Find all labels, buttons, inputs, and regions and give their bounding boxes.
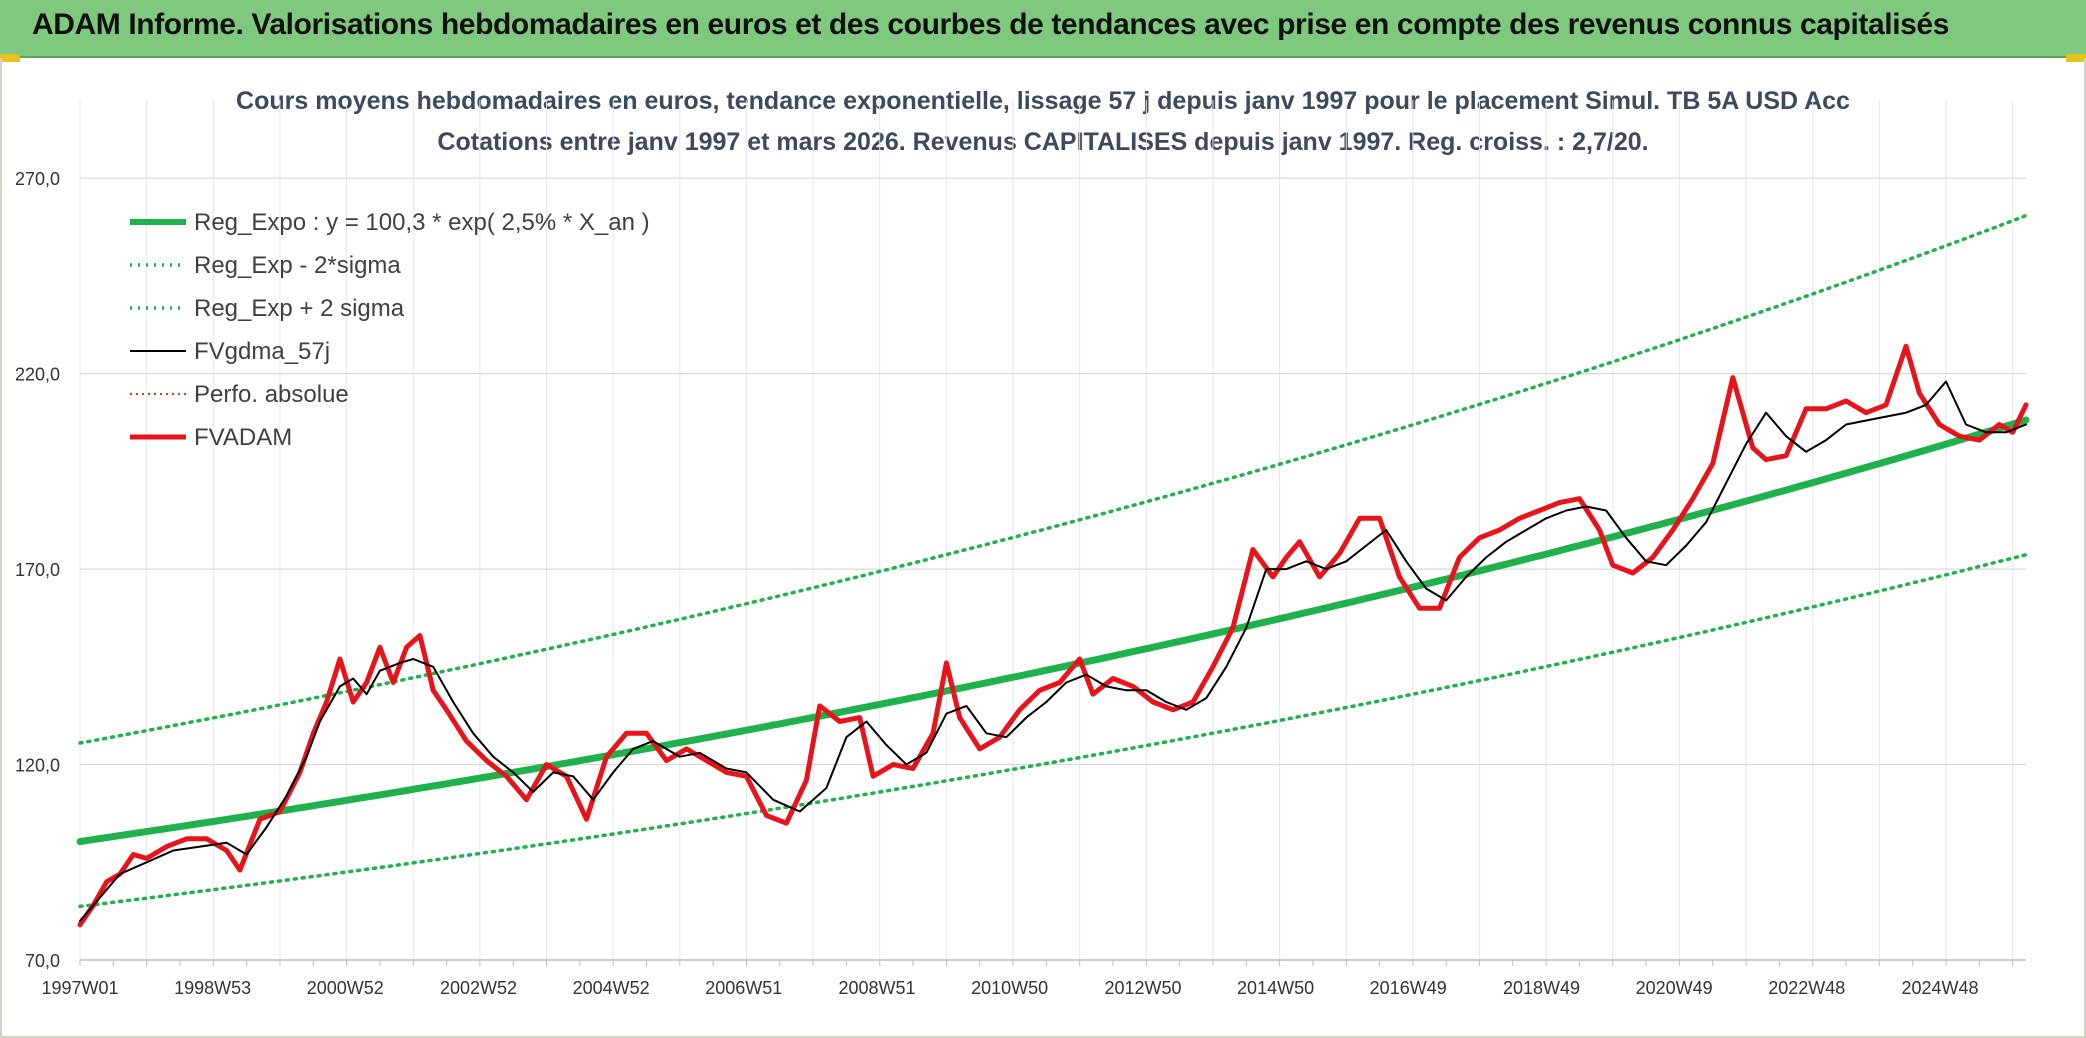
y-tick-label: 70,0 — [25, 951, 60, 971]
corner-marker-left — [0, 54, 20, 62]
x-tick-label: 2012W50 — [1104, 978, 1181, 998]
x-tick-label: 2020W49 — [1636, 978, 1713, 998]
x-tick-label: 2002W52 — [440, 978, 517, 998]
x-tick-label: 2024W48 — [1901, 978, 1978, 998]
x-tick-label: 2022W48 — [1768, 978, 1845, 998]
x-tick-label: 2014W50 — [1237, 978, 1314, 998]
x-tick-label: 2016W49 — [1370, 978, 1447, 998]
axes: 70,0 120,0 170,0 220,0 270,0 1997W01 1998W53 20… — [15, 169, 2026, 998]
series-line-1 — [78, 552, 2028, 909]
legend-label: Reg_Exp + 2 sigma — [194, 295, 405, 322]
series-line-5 — [77, 343, 2029, 928]
x-tick-label: 2008W51 — [839, 978, 916, 998]
legend: Reg_Expo : y = 100,3 * exp( 2,5% * X_an … — [130, 209, 650, 451]
chart-subtitle: Cotations entre janv 1997 et mars 2026. … — [437, 128, 1648, 156]
x-tick-label: 2006W51 — [705, 978, 782, 998]
y-tick-label: 120,0 — [15, 756, 60, 776]
y-tick-label: 170,0 — [15, 560, 60, 580]
report-title: ADAM Informe. Valorisations hebdomadaire… — [32, 8, 1949, 41]
report-banner: ADAM Informe. Valorisations hebdomadaire… — [0, 0, 2086, 58]
chart-frame — [0, 58, 2086, 1038]
x-tick-label: 2004W52 — [573, 978, 650, 998]
x-tick-label: 2010W50 — [971, 978, 1048, 998]
x-tick-label: 1998W53 — [174, 978, 251, 998]
legend-label: Perfo. absolue — [194, 381, 349, 408]
x-tick-label: 2000W52 — [307, 978, 384, 998]
y-tick-label: 270,0 — [15, 169, 60, 189]
series-line-0 — [76, 416, 2030, 846]
chart-title: Cours moyens hebdomadaires en euros, ten… — [236, 87, 1850, 115]
corner-marker-right — [2066, 54, 2086, 62]
legend-label: FVgdma_57j — [194, 338, 330, 365]
legend-label: Reg_Exp - 2*sigma — [194, 252, 401, 279]
series-line-2 — [78, 213, 2028, 745]
series — [76, 213, 2030, 928]
series-line-3 — [79, 380, 2027, 922]
y-tick-label: 220,0 — [15, 365, 60, 385]
x-tick-label: 2018W49 — [1503, 978, 1580, 998]
legend-label: Reg_Expo : y = 100,3 * exp( 2,5% * X_an … — [194, 209, 650, 236]
legend-label: FVADAM — [194, 424, 292, 451]
x-tick-label: 1997W01 — [41, 978, 118, 998]
